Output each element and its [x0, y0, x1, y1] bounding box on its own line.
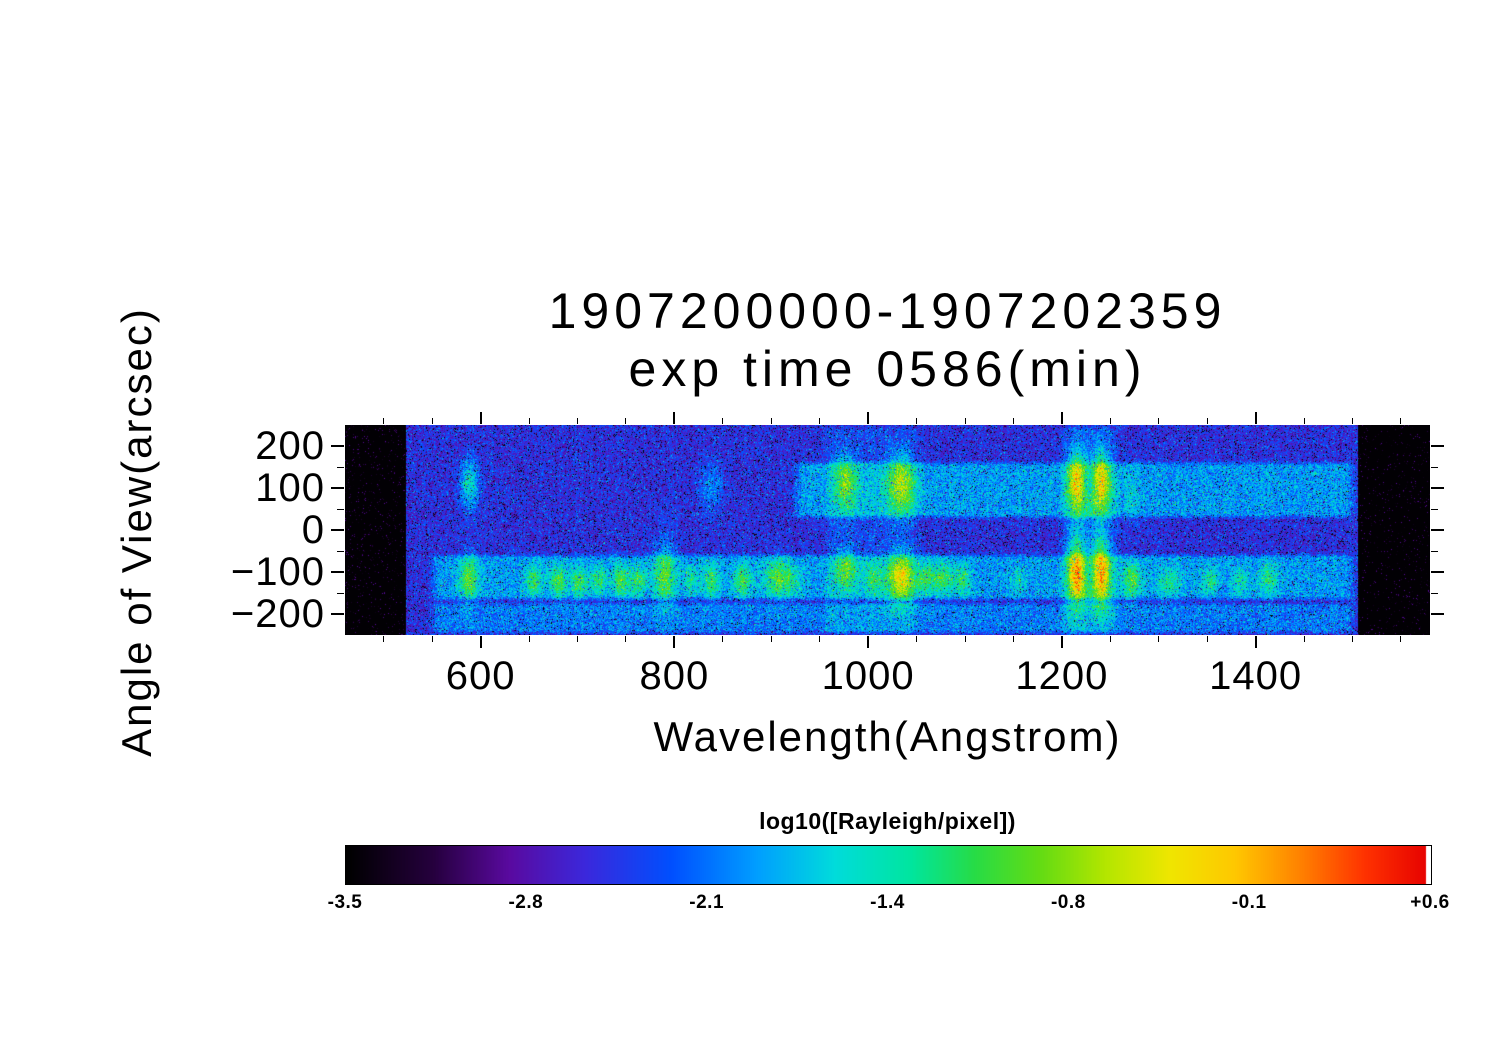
x-minor-tick	[577, 636, 578, 642]
plot-title-line-2: exp time 0586(min)	[628, 341, 1147, 397]
x-minor-tick-top	[1158, 418, 1160, 424]
y-major-tick-right	[1431, 487, 1444, 489]
y-major-tick	[331, 445, 344, 447]
x-minor-tick	[1206, 636, 1208, 642]
x-minor-tick	[722, 636, 724, 642]
y-major-tick-right	[1431, 445, 1444, 447]
x-minor-tick	[1352, 636, 1353, 642]
x-major-tick	[1060, 636, 1063, 648]
y-minor-tick-right	[1431, 550, 1438, 552]
x-minor-tick	[1158, 636, 1160, 642]
x-minor-tick-top	[770, 418, 772, 424]
y-major-tick-right	[1431, 613, 1444, 615]
colorbar-tick-label: -2.1	[689, 892, 725, 913]
x-axis-title: Wavelength(Angstrom)	[653, 713, 1122, 760]
y-major-tick	[331, 529, 344, 531]
x-major-tick	[1254, 636, 1257, 648]
x-minor-tick	[625, 636, 627, 642]
x-minor-tick	[1012, 636, 1014, 642]
y-axis-title: Angle of View(arcsec)	[113, 307, 160, 757]
x-minor-tick	[770, 636, 772, 642]
x-tick-label: 600	[445, 654, 516, 698]
x-minor-tick	[819, 636, 821, 642]
x-minor-tick-top	[964, 418, 966, 424]
x-tick-label: 1200	[1015, 654, 1109, 698]
x-minor-tick	[964, 636, 966, 642]
x-major-tick	[479, 636, 482, 648]
y-tick-label: 200	[255, 424, 325, 468]
x-minor-tick-top	[722, 418, 724, 424]
x-tick-label: 800	[639, 654, 710, 698]
x-minor-tick-top	[1206, 418, 1208, 424]
x-minor-tick-top	[1109, 418, 1111, 424]
y-major-tick	[331, 571, 344, 573]
y-tick-label: −100	[230, 550, 325, 594]
colorbar-tick-label: -1.4	[870, 892, 905, 913]
x-minor-tick-top	[1303, 418, 1305, 424]
x-minor-tick	[431, 636, 433, 642]
x-minor-tick-top	[625, 418, 627, 424]
x-minor-tick	[528, 636, 530, 642]
x-major-tick-top	[1254, 412, 1257, 424]
colorbar-tick-label: -0.8	[1050, 892, 1086, 913]
x-major-tick-top	[673, 412, 676, 424]
x-minor-tick	[383, 636, 385, 642]
x-minor-tick-top	[1352, 418, 1353, 424]
x-major-tick-top	[1060, 412, 1063, 424]
x-minor-tick	[1109, 636, 1111, 642]
x-minor-tick-top	[383, 418, 385, 424]
y-major-tick-right	[1431, 529, 1444, 531]
x-minor-tick	[916, 636, 918, 642]
y-tick-label: 100	[255, 466, 325, 510]
y-major-tick-right	[1431, 571, 1444, 573]
x-major-tick	[867, 636, 870, 648]
x-major-tick-top	[479, 412, 482, 424]
x-tick-label: 1400	[1209, 654, 1303, 698]
x-minor-tick	[1303, 636, 1305, 642]
x-major-tick	[673, 636, 676, 648]
plot-title-line-1: 1907200000-1907202359	[548, 283, 1227, 339]
x-minor-tick-top	[431, 418, 433, 424]
y-minor-tick	[337, 508, 344, 510]
colorbar-tick-label: -3.5	[327, 892, 363, 913]
y-minor-tick	[337, 592, 344, 594]
y-tick-label: 0	[301, 508, 325, 552]
x-minor-tick-top	[528, 418, 530, 424]
colorbar-tick-label: +0.6	[1410, 892, 1450, 913]
x-minor-tick-top	[577, 418, 578, 424]
x-minor-tick-top	[1400, 418, 1402, 424]
y-minor-tick	[337, 550, 344, 552]
y-major-tick	[331, 613, 344, 615]
x-minor-tick-top	[916, 418, 918, 424]
y-minor-tick-right	[1431, 508, 1438, 510]
x-minor-tick-top	[819, 418, 821, 424]
y-minor-tick-right	[1431, 466, 1438, 468]
x-major-tick-top	[867, 412, 870, 424]
colorbar-gradient-bar	[345, 845, 1432, 885]
y-major-tick	[331, 487, 344, 489]
spectrogram-heatmap-image	[345, 425, 1430, 635]
y-minor-tick	[337, 466, 344, 468]
colorbar-title: log10([Rayleigh/pixel])	[759, 808, 1016, 834]
colorbar-tick-label: -2.8	[508, 892, 544, 913]
colorbar-tick-label: -0.1	[1231, 892, 1267, 913]
y-tick-label: −200	[230, 592, 325, 636]
x-minor-tick	[1400, 636, 1402, 642]
y-minor-tick-right	[1431, 592, 1438, 594]
x-tick-label: 1000	[821, 654, 915, 698]
x-minor-tick-top	[1012, 418, 1014, 424]
